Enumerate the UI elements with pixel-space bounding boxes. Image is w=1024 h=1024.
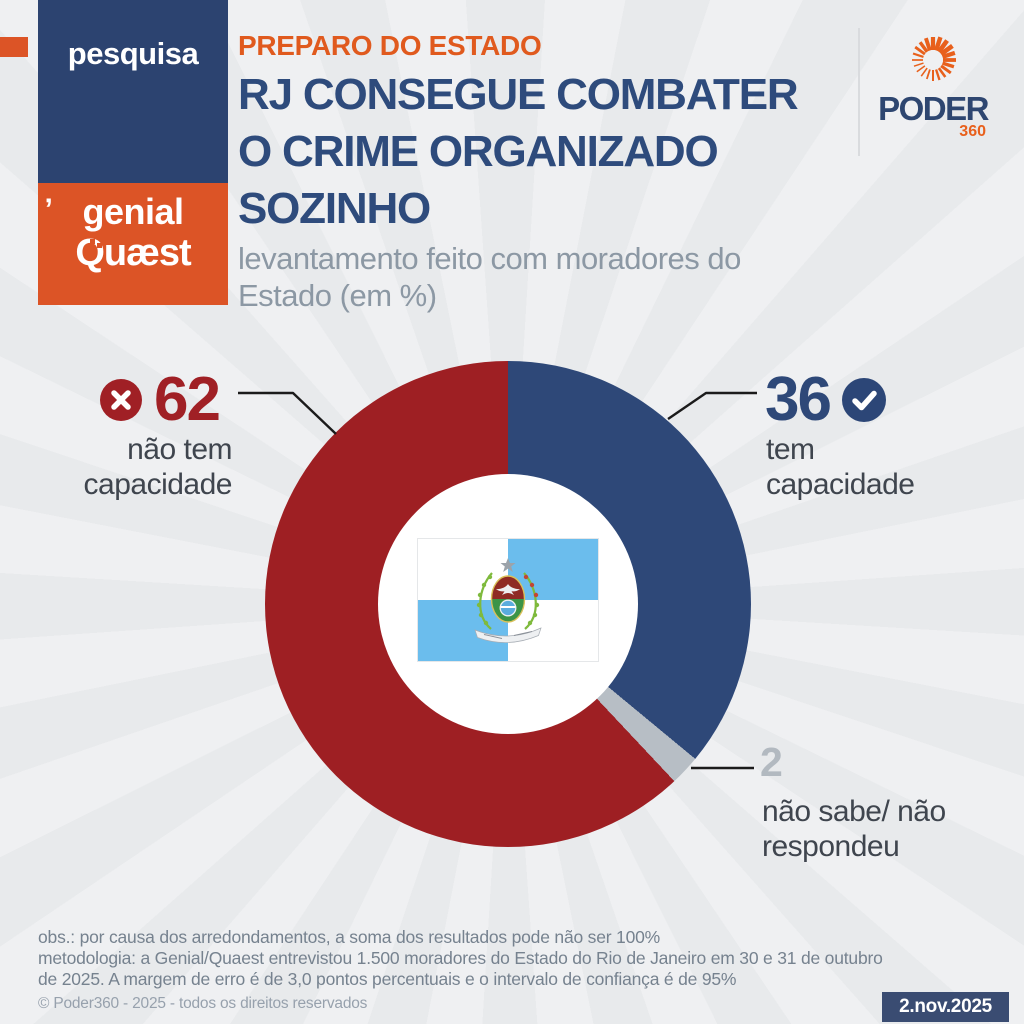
date-badge: 2.nov.2025 — [882, 992, 1009, 1022]
callout-nao-tem-capacidade: 62 — [100, 365, 221, 434]
rio-de-janeiro-flag — [418, 539, 598, 661]
footer-methodology-line2: de 2025. A margem de erro é de 3,0 ponto… — [38, 969, 737, 989]
flag-star — [500, 558, 516, 572]
poder-logo-360: 360 — [959, 123, 986, 140]
poder-logo-text: PODER — [878, 90, 989, 127]
quaest-pixel-icon — [90, 239, 95, 244]
value-tem-capacidade: 36 — [765, 365, 832, 434]
title-line: SOZINHO — [238, 184, 431, 233]
callout-tem-capacidade: 36 — [765, 365, 886, 434]
footer-note-obs: obs.: por causa dos arredondamentos, a s… — [38, 927, 661, 947]
title-line: RJ CONSEGUE COMBATER — [238, 70, 799, 119]
quaest-pixel-icon — [97, 235, 102, 240]
poder360-sunburst-icon — [912, 36, 956, 81]
subtitle-line: Estado (em %) — [238, 278, 437, 313]
x-circle-icon — [100, 379, 142, 421]
quaest-logo-text: Quæst — [75, 232, 191, 274]
footer-methodology-line1: metodologia: a Genial/Quaest entrevistou… — [38, 948, 883, 968]
quaest-pixel-icon — [97, 243, 102, 248]
pesquisa-label: pesquisa — [67, 36, 199, 71]
label-tem-capacidade: tem capacidade — [766, 433, 915, 501]
donut-hole — [378, 474, 638, 734]
subtitle: levantamento feito com moradores do Esta… — [238, 240, 741, 314]
pesquisa-badge: pesquisa — [38, 0, 228, 183]
subtitle-line: levantamento feito com moradores do — [238, 241, 741, 276]
orange-accent-tab — [0, 37, 28, 57]
donut-chart — [265, 361, 751, 847]
check-circle-icon — [841, 378, 886, 422]
label-nao-tem-capacidade: não tem capacidade — [83, 433, 233, 501]
value-nao-sabe: 2 — [760, 739, 783, 785]
vertical-divider — [858, 28, 860, 156]
kicker: PREPARO DO ESTADO — [238, 30, 542, 61]
genial-logo-text: ’ genial — [44, 191, 184, 232]
genial-quaest-logo: ’ genial Quæst — [38, 183, 228, 305]
value-nao-tem-capacidade: 62 — [154, 365, 221, 434]
label-nao-sabe: não sabe/ não respondeu — [762, 795, 946, 863]
date-label: 2.nov.2025 — [899, 996, 992, 1017]
page-title: RJ CONSEGUE COMBATER O CRIME ORGANIZADO … — [238, 66, 799, 237]
genial-tick: ’ — [44, 193, 53, 226]
copyright: © Poder360 - 2025 - todos os direitos re… — [38, 995, 368, 1012]
title-line: O CRIME ORGANIZADO — [238, 127, 719, 176]
